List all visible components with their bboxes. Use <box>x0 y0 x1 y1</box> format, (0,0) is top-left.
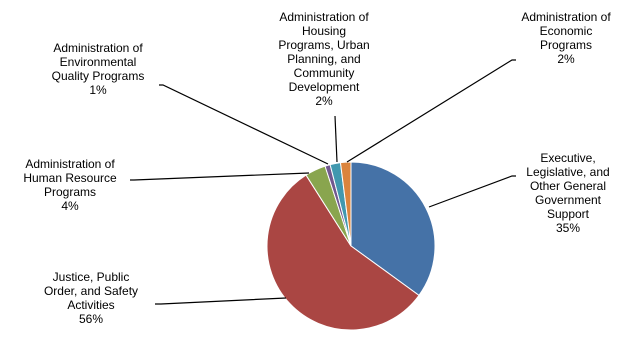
leader-line-administration-of-human-resource-programs <box>130 172 310 181</box>
pie-slice-justice-public-order-and-safety-activities <box>266 174 420 331</box>
slice-label-administration-of-housing-programs-urban-planning-and-community-development: Administration of Housing Programs, Urban P… <box>278 10 369 108</box>
slice-label-administration-of-economic-programs: Administration of Economic Programs 2% <box>521 10 611 66</box>
pie-slice-administration-of-economic-programs <box>339 161 352 247</box>
slice-label-justice-public-order-and-safety-activities: Justice, Public Order, and Safety Activiti… <box>44 270 138 326</box>
slice-label-administration-of-environmental-quality-programs: Administration of Environmental Quality Pr… <box>52 41 145 97</box>
pie-slice-executive-legislative-and-other-general-government-support <box>350 161 436 297</box>
leader-line-administration-of-environmental-quality-programs <box>159 84 329 165</box>
leader-line-administration-of-housing-programs-urban-planning-and-community-development <box>334 115 338 163</box>
slice-label-administration-of-human-resource-programs: Administration of Human Resource Programs 4… <box>23 157 117 213</box>
slice-label-executive-legislative-and-other-general-government-support: Executive, Legislative, and Other General G… <box>526 151 609 235</box>
leader-line-administration-of-economic-programs <box>346 59 516 163</box>
leader-line-justice-public-order-and-safety-activities <box>155 297 287 305</box>
leader-line-executive-legislative-and-other-general-government-support <box>428 175 516 208</box>
